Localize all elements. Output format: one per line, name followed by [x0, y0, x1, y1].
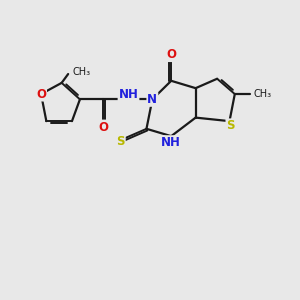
Text: CH₃: CH₃: [73, 67, 91, 77]
Text: NH: NH: [118, 88, 138, 100]
Text: CH₃: CH₃: [254, 89, 272, 99]
Text: N: N: [147, 93, 158, 106]
Text: O: O: [36, 88, 46, 100]
Text: O: O: [98, 121, 109, 134]
Text: O: O: [166, 48, 176, 61]
Text: NH: NH: [161, 136, 181, 149]
Text: S: S: [116, 135, 125, 148]
Text: S: S: [226, 119, 235, 132]
